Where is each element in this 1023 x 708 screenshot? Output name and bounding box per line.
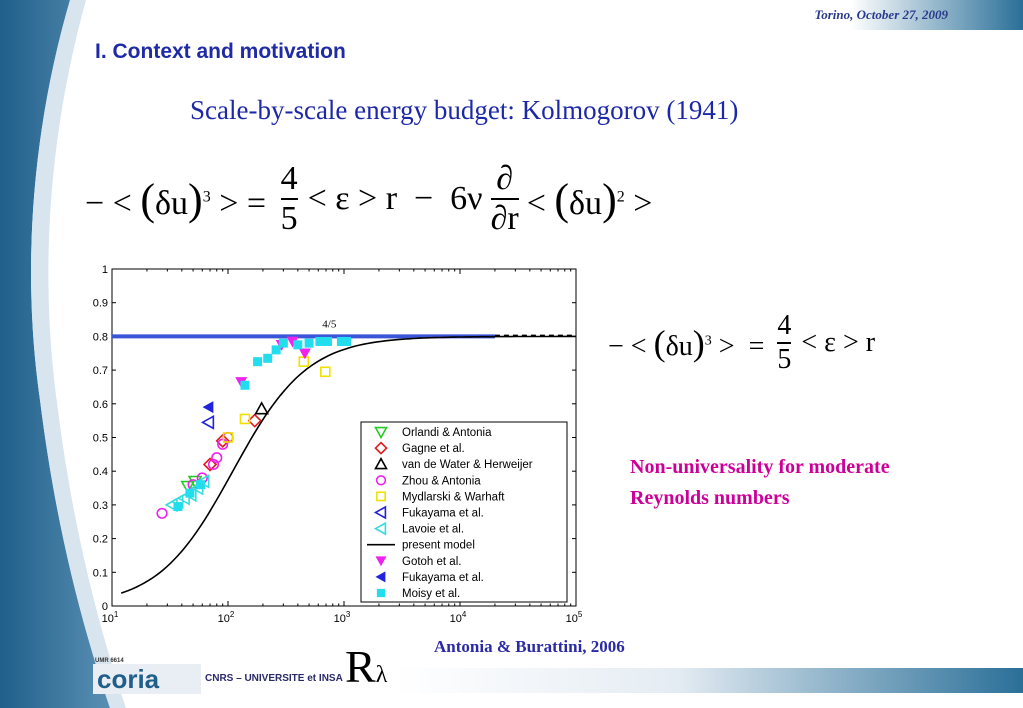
data-point bbox=[207, 458, 220, 471]
data-point bbox=[185, 488, 195, 498]
data-point bbox=[196, 480, 206, 490]
y-tick-label: 0.1 bbox=[93, 567, 108, 579]
legend-marker bbox=[374, 457, 388, 470]
data-point bbox=[298, 348, 311, 360]
data-point bbox=[247, 413, 262, 428]
x-tick-label: 104 bbox=[450, 610, 467, 625]
data-point bbox=[304, 338, 314, 348]
data-point bbox=[173, 502, 183, 512]
source-citation: Antonia & Burattini, 2006 bbox=[434, 637, 625, 656]
data-point bbox=[320, 366, 331, 378]
y-tick-label: 1 bbox=[102, 264, 108, 276]
legend-label: Orlandi & Antonia bbox=[402, 427, 492, 439]
x-tick-label: 101 bbox=[102, 610, 119, 625]
section-title: I. Context and motivation bbox=[95, 40, 346, 63]
legend-label: Gagne et al. bbox=[402, 443, 465, 455]
data-point bbox=[202, 401, 214, 414]
model-curve bbox=[120, 335, 576, 594]
y-tick-label: 0.6 bbox=[93, 399, 108, 411]
x-tick-label: 103 bbox=[334, 610, 351, 625]
legend-marker bbox=[374, 441, 388, 455]
data-point bbox=[222, 432, 234, 443]
data-point bbox=[336, 336, 346, 346]
data-point bbox=[180, 480, 196, 495]
legend-label: present model bbox=[402, 540, 475, 552]
data-point bbox=[286, 336, 299, 348]
data-point bbox=[215, 433, 230, 449]
data-point bbox=[176, 490, 190, 506]
data-point bbox=[315, 336, 325, 346]
coria-logo: UMR 6614 coria bbox=[93, 654, 201, 694]
header-date: Torino, October 27, 2009 bbox=[814, 7, 949, 22]
legend-box bbox=[360, 421, 568, 603]
data-point bbox=[322, 336, 332, 346]
legend-label: Mydlarski & Warhaft bbox=[402, 491, 505, 503]
note-line-2: Reynolds numbers bbox=[630, 487, 790, 509]
data-point bbox=[240, 380, 250, 390]
note-text: Non-universality for moderate Reynolds n… bbox=[630, 452, 890, 514]
legend-label: Fukayama et al. bbox=[402, 508, 484, 520]
y-tick-label: 0.3 bbox=[93, 500, 108, 512]
data-point bbox=[239, 413, 251, 425]
legend-label: Zhou & Antonia bbox=[402, 475, 481, 487]
legend-marker bbox=[375, 475, 387, 486]
data-point bbox=[278, 338, 288, 348]
data-point bbox=[217, 438, 229, 450]
y-tick-label: 0.8 bbox=[93, 331, 108, 343]
note-line-1: Non-universality for moderate bbox=[630, 456, 890, 478]
data-point bbox=[253, 357, 263, 367]
slide-subtitle: Scale-by-scale energy budget: Kolmogorov… bbox=[190, 95, 739, 125]
footer-org-text: CNRS – UNIVERSITE et INSA bbox=[205, 673, 343, 684]
legend-marker bbox=[373, 521, 387, 536]
data-point bbox=[341, 336, 351, 346]
data-point bbox=[263, 353, 273, 363]
legend-marker bbox=[373, 505, 387, 520]
legend-label: Gotoh et al. bbox=[402, 556, 461, 568]
data-point bbox=[211, 452, 223, 464]
y-tick-label: 0.2 bbox=[93, 534, 108, 546]
legend-label: Moisy et al. bbox=[402, 588, 460, 600]
y-tick-label: 0.9 bbox=[93, 298, 108, 310]
legend-marker bbox=[376, 588, 386, 598]
data-point bbox=[254, 401, 270, 415]
legend-marker bbox=[376, 491, 386, 502]
legend-marker bbox=[374, 426, 388, 440]
data-point bbox=[271, 345, 281, 355]
x-tick-label: 105 bbox=[566, 610, 583, 625]
legend-marker bbox=[375, 556, 387, 567]
logo-text: coria bbox=[97, 664, 160, 694]
data-point bbox=[156, 507, 168, 519]
y-tick-label: 0 bbox=[102, 601, 108, 613]
y-tick-label: 0.4 bbox=[93, 466, 108, 478]
y-tick-label: 0.7 bbox=[93, 365, 108, 377]
legend-marker bbox=[375, 571, 386, 583]
annotation-4-5: 4/5 bbox=[322, 318, 337, 330]
legend-label: Lavoie et al. bbox=[402, 524, 464, 536]
x-axis-label: Rλ bbox=[345, 641, 388, 692]
data-point bbox=[200, 414, 215, 430]
y-tick-label: 0.5 bbox=[93, 433, 108, 445]
legend-label: van de Water & Herweijer bbox=[402, 459, 533, 471]
logo-tag: UMR 6614 bbox=[95, 658, 124, 664]
legend-label: Fukayama et al. bbox=[402, 572, 484, 584]
data-point bbox=[293, 340, 303, 350]
x-tick-label: 102 bbox=[218, 610, 235, 625]
